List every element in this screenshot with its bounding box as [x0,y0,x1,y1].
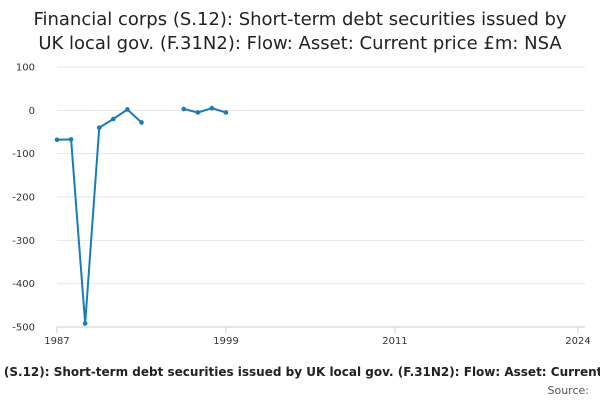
data-point[interactable] [68,137,74,142]
data-point[interactable] [111,116,116,122]
data-point[interactable] [125,107,130,112]
series-group [54,105,229,326]
chart-title-line-1: Financial corps (S.12): Short-term debt … [33,9,566,30]
series-line [56,108,143,325]
x-tick-label: 1987 [44,336,69,347]
data-point[interactable] [139,120,144,125]
data-point[interactable] [209,105,215,111]
chart-title-line-2: UK local gov. (F.31N2): Flow: Asset: Cur… [38,33,562,54]
y-tick-label: -400 [12,279,35,290]
data-point[interactable] [82,321,88,326]
x-tick-label: 1999 [213,336,238,347]
y-tick-label: -100 [12,149,35,160]
y-tick-label: -300 [12,236,35,247]
gridlines [57,66,585,328]
y-tick-label: 0 [29,106,35,117]
data-point[interactable] [195,110,201,115]
chart-footer: Financial corps (S.12): Short-term debt … [0,365,600,397]
data-point[interactable] [223,110,229,115]
data-point[interactable] [54,137,60,143]
series-line [183,107,227,114]
legend-entry: Financial corps (S.12): Short-term debt … [0,365,600,379]
data-point[interactable] [181,106,187,112]
y-tick-label: 100 [16,63,35,74]
x-tick-label: 2024 [565,336,590,347]
x-axis: 1987 1999 2011 2024 [44,326,591,347]
y-tick-label: -200 [12,193,35,204]
source-label: Source: [548,384,590,397]
data-point[interactable] [96,125,102,130]
x-tick-label: 2011 [382,336,407,347]
y-axis: 100 0 -100 -200 -300 -400 -500 [12,63,35,334]
y-tick-label: -500 [12,323,35,334]
chart-title: Financial corps (S.12): Short-term debt … [33,9,566,54]
